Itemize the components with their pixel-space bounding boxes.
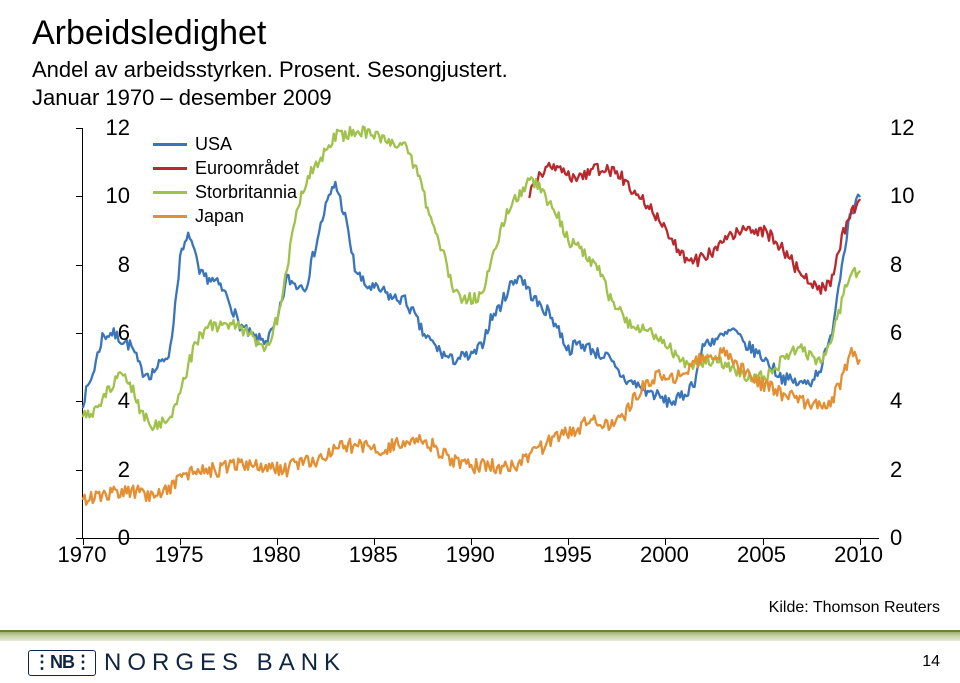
legend-label: Japan	[195, 206, 244, 227]
y-tick-right: 4	[890, 388, 902, 414]
chart-area: USAEuroområdetStorbritanniaJapan 0022446…	[32, 122, 928, 578]
x-tick: 1985	[349, 542, 398, 568]
y-tick-right: 0	[890, 525, 902, 551]
source-label: Kilde: Thomson Reuters	[769, 599, 940, 617]
x-tick: 1995	[543, 542, 592, 568]
y-tick-right: 6	[890, 320, 902, 346]
x-tick: 1970	[58, 542, 107, 568]
y-tick-left: 6	[90, 320, 130, 346]
series-euroområdet	[530, 163, 860, 294]
y-tick-left: 4	[90, 388, 130, 414]
legend-swatch	[153, 167, 187, 170]
legend-item: USA	[153, 132, 299, 156]
x-tick: 1975	[155, 542, 204, 568]
legend-label: USA	[195, 134, 232, 155]
x-tick: 2005	[737, 542, 786, 568]
subtitle-line2: Januar 1970 – desember 2009	[32, 85, 332, 110]
plot-area: USA Euroområdet Storbritannia Japan	[82, 128, 879, 539]
legend-swatch	[153, 143, 187, 146]
x-tick: 2000	[640, 542, 689, 568]
x-tick: 2010	[834, 542, 883, 568]
x-tick: 1980	[252, 542, 301, 568]
legend-swatch	[153, 215, 187, 218]
y-tick-right: 10	[890, 183, 914, 209]
logo-mark: ⋮NB⋮	[28, 650, 96, 676]
legend: USA Euroområdet Storbritannia Japan	[153, 132, 299, 228]
y-tick-left: 12	[90, 115, 130, 141]
chart-title: Arbeidsledighet	[32, 14, 266, 53]
series-japan	[83, 348, 860, 505]
y-tick-left: 2	[90, 457, 130, 483]
y-tick-left: 10	[90, 183, 130, 209]
legend-item: Japan	[153, 204, 299, 228]
legend-swatch	[153, 191, 187, 194]
legend-label: Euroområdet	[195, 158, 299, 179]
y-tick-right: 8	[890, 252, 902, 278]
y-tick-right: 12	[890, 115, 914, 141]
y-tick-left: 8	[90, 252, 130, 278]
footer-divider	[0, 632, 960, 641]
legend-label: Storbritannia	[195, 182, 297, 203]
logo-text: NORGES BANK	[104, 649, 346, 677]
legend-item: Euroområdet	[153, 156, 299, 180]
subtitle-line1: Andel av arbeidsstyrken. Prosent. Sesong…	[32, 57, 508, 82]
x-tick: 1990	[446, 542, 495, 568]
page-number: 14	[922, 653, 940, 671]
norges-bank-logo: ⋮NB⋮ NORGES BANK	[28, 649, 346, 677]
legend-item: Storbritannia	[153, 180, 299, 204]
chart-subtitle: Andel av arbeidsstyrken. Prosent. Sesong…	[32, 56, 508, 111]
y-tick-right: 2	[890, 457, 902, 483]
